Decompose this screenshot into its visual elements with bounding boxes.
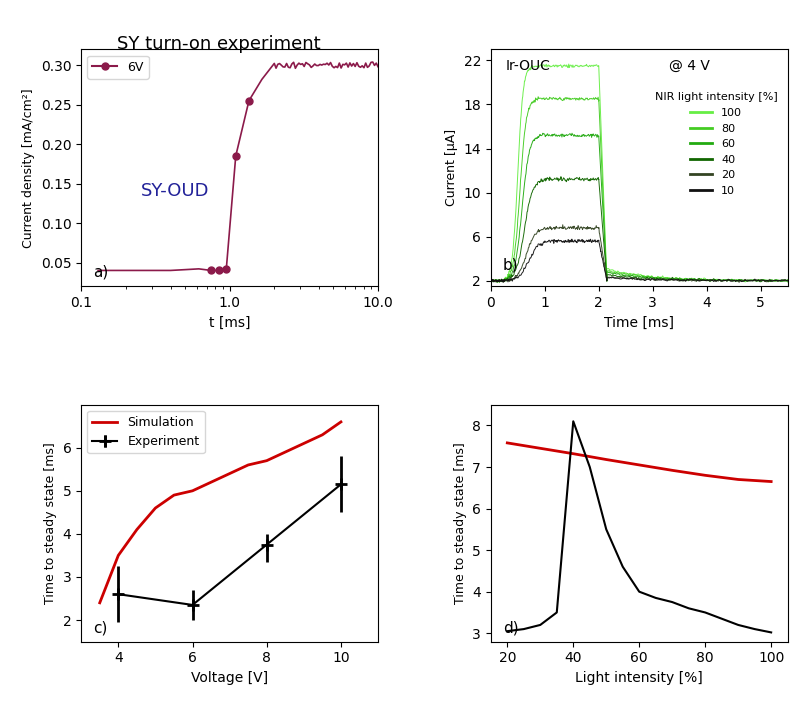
Simulation [187,486,197,495]
X-axis label: Light intensity [%]: Light intensity [%] [575,671,702,685]
Simulation [150,504,160,513]
Y-axis label: Time to steady state [ms]: Time to steady state [ms] [44,442,57,604]
Text: SY-OUD: SY-OUD [140,182,208,200]
Text: Ir-OUC: Ir-OUC [505,59,550,73]
Simulation [114,551,123,560]
Text: a): a) [93,265,108,280]
Simulation [298,439,308,448]
Text: @ 4 V: @ 4 V [668,59,709,73]
Simulation [169,491,178,499]
Simulation [206,478,216,486]
Legend: 6V: 6V [88,56,148,78]
Y-axis label: Current density [mA/cm²]: Current density [mA/cm²] [22,88,35,247]
Legend: Simulation, Experiment: Simulation, Experiment [88,411,204,453]
X-axis label: Voltage [V]: Voltage [V] [191,671,268,685]
Simulation [317,431,327,439]
Simulation [336,417,345,426]
Simulation [225,470,234,478]
X-axis label: t [ms]: t [ms] [208,316,250,329]
Text: d): d) [502,620,517,635]
Simulation [261,456,271,465]
Simulation [95,599,105,607]
Simulation [132,525,142,534]
Y-axis label: Time to steady state [ms]: Time to steady state [ms] [453,442,466,604]
Line: Simulation: Simulation [100,422,341,603]
Text: b): b) [502,257,517,273]
Simulation [243,461,253,470]
Simulation [280,448,290,456]
Legend: 100, 80, 60, 40, 20, 10: 100, 80, 60, 40, 20, 10 [650,88,781,200]
Y-axis label: Current [μA]: Current [μA] [444,129,457,207]
Text: c): c) [93,620,107,635]
X-axis label: Time [ms]: Time [ms] [603,316,673,329]
Text: SY turn-on experiment: SY turn-on experiment [118,35,320,54]
